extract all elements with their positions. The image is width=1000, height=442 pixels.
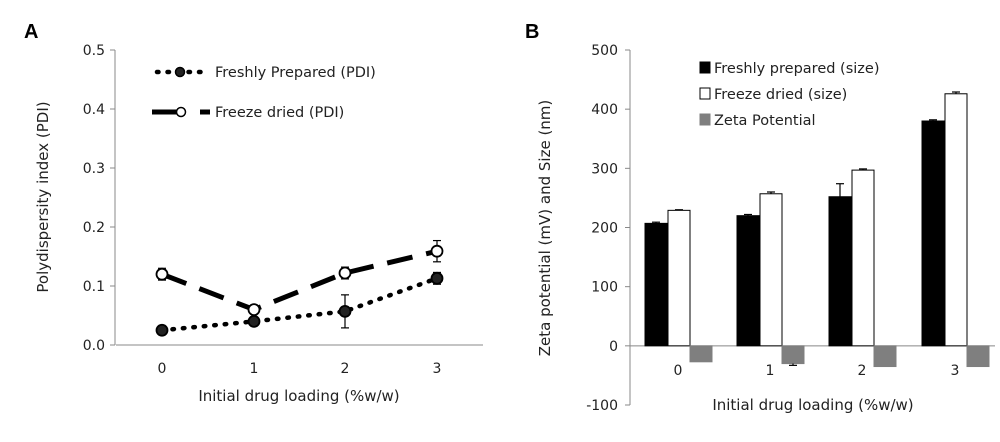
legend-swatch	[699, 113, 711, 126]
bar	[873, 345, 897, 368]
panel-a-letter: A	[24, 21, 38, 43]
x-tick-label: 1	[766, 363, 775, 379]
data-point	[247, 314, 261, 328]
bar	[781, 345, 805, 365]
x-tick-label: 1	[250, 361, 259, 377]
legend-label: Zeta Potential	[714, 113, 816, 129]
legend-label: Freshly prepared (size)	[714, 61, 879, 77]
y-tick-label: 0	[609, 339, 618, 355]
pdi-chart: 0.0 0.1 0.2 0.3 0.4 0.5 0 1 2 3 Initial drug loadi…	[34, 43, 483, 405]
y-tick-label: 0.5	[83, 43, 105, 59]
panel-b-letter: B	[525, 21, 539, 43]
y-tick-label: 500	[591, 43, 618, 59]
bar	[736, 215, 760, 347]
data-point	[247, 303, 261, 317]
legend-swatch	[699, 87, 711, 100]
x-axis-title: Initial drug loading (%w/w)	[712, 396, 913, 414]
y-tick-label: 0.3	[83, 161, 105, 177]
x-axis-title: Initial drug loading (%w/w)	[198, 387, 399, 405]
y-tick-label: 0.0	[83, 338, 105, 354]
y-tick-label: 100	[591, 280, 618, 296]
y-tick-label: 300	[591, 161, 618, 177]
y-axis-title: Zeta potential (mV) and Size (nm)	[536, 100, 554, 357]
x-tick-label: 2	[858, 363, 867, 379]
x-tick-label: 0	[158, 361, 167, 377]
bar	[644, 222, 668, 347]
legend-label: Freeze dried (size)	[714, 87, 847, 103]
y-tick-label: 0.1	[83, 279, 105, 295]
bar	[921, 120, 945, 347]
legend-marker	[175, 106, 187, 118]
y-tick-label: 0.2	[83, 220, 105, 236]
bar	[944, 93, 968, 347]
size-zeta-chart: -100 0 100 200 300 400 500 0 1 2 3 Initial drug loa…	[536, 43, 995, 414]
x-tick-label: 3	[951, 363, 960, 379]
data-point	[338, 304, 352, 318]
y-tick-label: -100	[586, 398, 618, 414]
bar	[689, 345, 713, 363]
data-point	[155, 267, 169, 281]
data-point	[430, 271, 444, 285]
bar	[759, 193, 783, 347]
series-line	[159, 276, 440, 333]
legend-label: Freeze dried (PDI)	[215, 105, 344, 121]
legend-label: Freshly Prepared (PDI)	[215, 65, 376, 81]
data-point	[338, 266, 352, 280]
x-tick-label: 2	[341, 361, 350, 377]
bar	[851, 169, 875, 347]
bar	[667, 209, 691, 347]
y-tick-label: 400	[591, 102, 618, 118]
legend-swatch	[699, 61, 711, 74]
data-point	[430, 244, 444, 258]
series-line	[161, 248, 438, 313]
x-tick-label: 0	[674, 363, 683, 379]
y-tick-label: 0.4	[83, 102, 105, 118]
y-tick-label: 200	[591, 221, 618, 237]
bar	[828, 196, 852, 347]
x-tick-label: 3	[433, 361, 442, 377]
y-axis-title: Polydispersity index (PDI)	[34, 101, 52, 292]
data-point	[155, 323, 169, 337]
bar	[966, 345, 990, 368]
legend-marker	[174, 66, 186, 78]
